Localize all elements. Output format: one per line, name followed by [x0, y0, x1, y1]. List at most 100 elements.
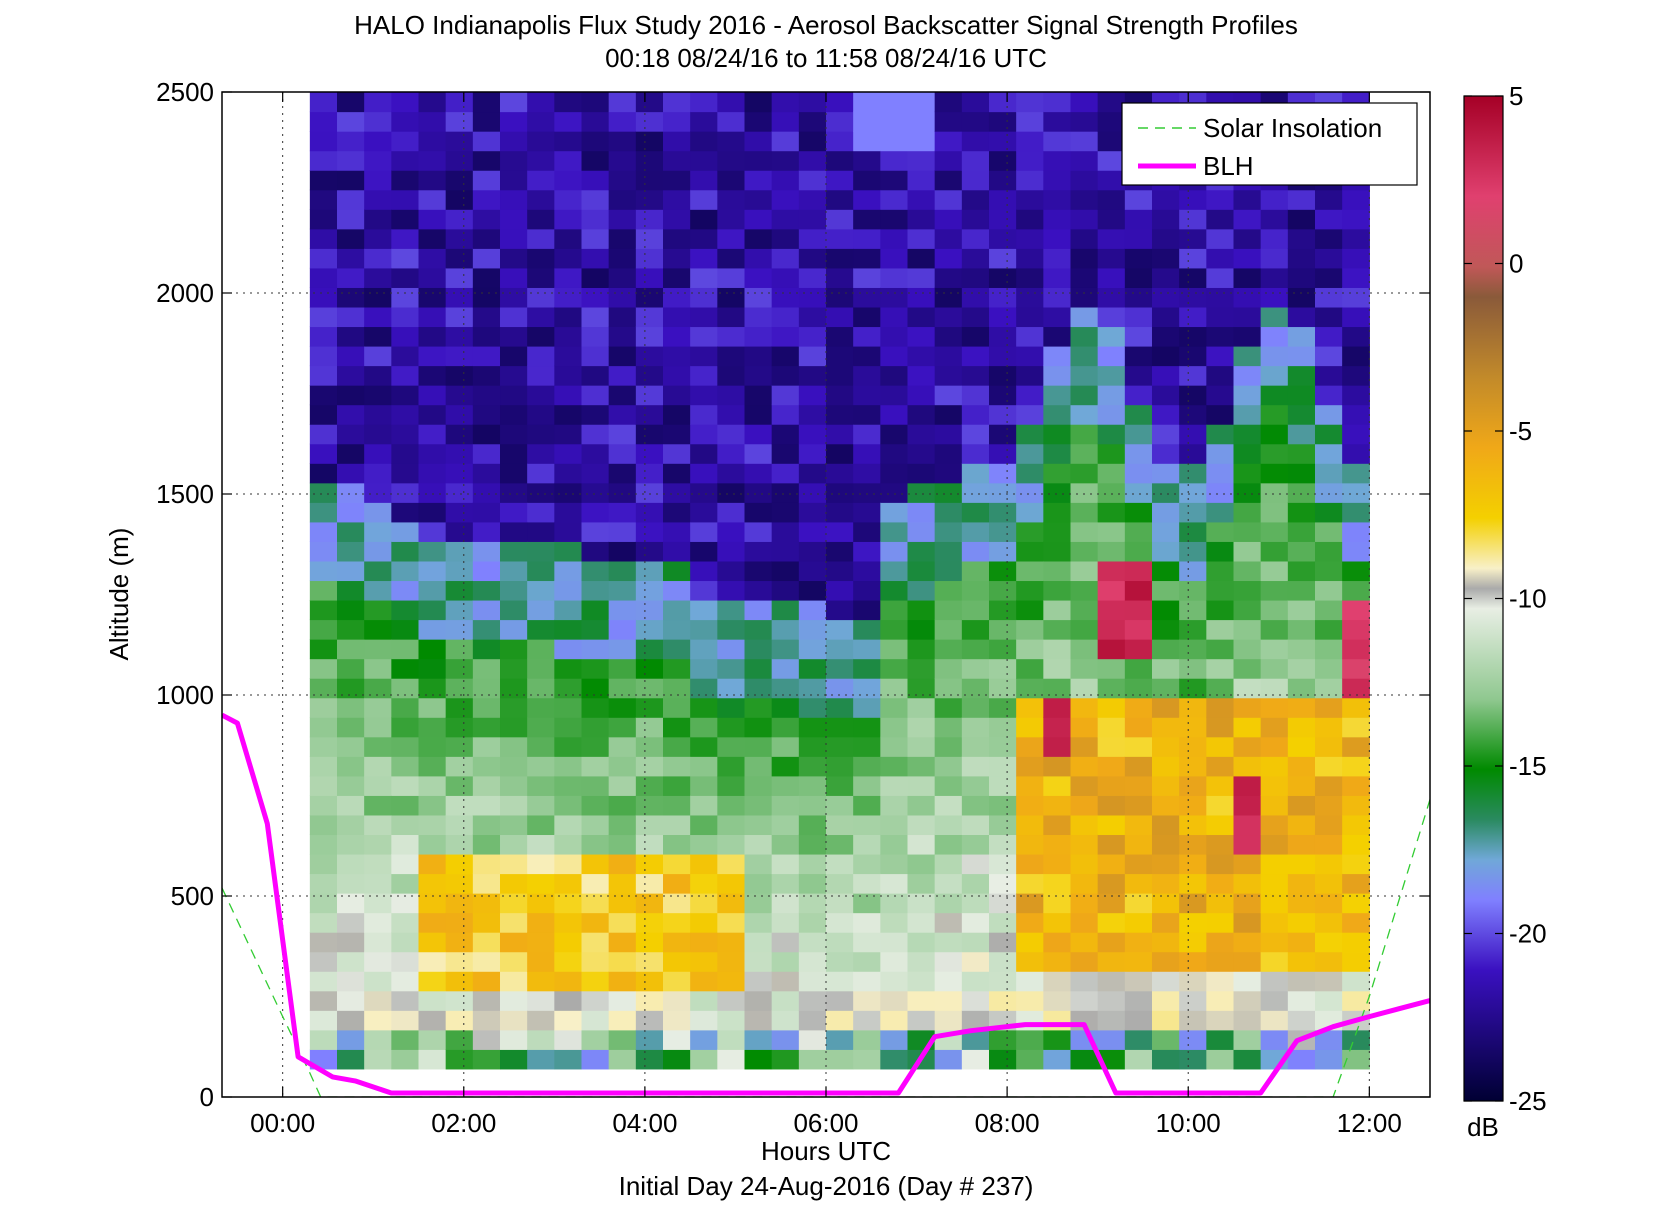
- heatmap-cell: [527, 736, 555, 757]
- heatmap-cell: [472, 170, 501, 191]
- heatmap-cell: [663, 131, 691, 152]
- heatmap-cell: [1314, 599, 1343, 621]
- heatmap-cell: [1070, 639, 1099, 660]
- heatmap-cell: [1260, 541, 1289, 562]
- heatmap-cell: [771, 150, 800, 171]
- heatmap-cell: [1260, 463, 1289, 484]
- heatmap-cell: [1043, 170, 1072, 191]
- heatmap-cell: [1233, 287, 1262, 308]
- heatmap-cell: [880, 1010, 909, 1031]
- heatmap-cell: [1097, 248, 1126, 269]
- heatmap-cell: [798, 521, 827, 542]
- heatmap-cell: [1016, 580, 1044, 601]
- heatmap-cell: [934, 248, 963, 269]
- heatmap-cell: [1233, 814, 1262, 836]
- heatmap-cell: [391, 209, 420, 230]
- heatmap-cell: [1097, 1010, 1126, 1031]
- heatmap-cell: [1342, 580, 1370, 601]
- heatmap-cell: [472, 443, 501, 464]
- heatmap-cell: [988, 639, 1017, 660]
- heatmap-cell: [1124, 795, 1153, 816]
- heatmap-cell: [1206, 463, 1235, 484]
- heatmap-cell: [1124, 580, 1153, 601]
- heatmap-cell: [581, 267, 610, 288]
- heatmap-cell: [690, 345, 718, 367]
- heatmap-cell: [744, 404, 773, 425]
- heatmap-cell: [1287, 404, 1316, 425]
- heatmap-cell: [309, 1029, 338, 1050]
- heatmap-cell: [798, 795, 827, 816]
- heatmap-cell: [1233, 717, 1262, 738]
- heatmap-cell: [337, 150, 365, 171]
- heatmap-cell: [418, 971, 447, 992]
- heatmap-cell: [1070, 170, 1099, 191]
- heatmap-cell: [309, 951, 338, 972]
- heatmap-cell: [690, 756, 718, 777]
- heatmap-cell: [1206, 639, 1235, 660]
- heatmap-cell: [744, 385, 773, 406]
- heatmap-cell: [744, 131, 773, 152]
- heatmap-cell: [907, 131, 936, 152]
- heatmap-cell: [527, 1029, 555, 1050]
- heatmap-cell: [771, 189, 800, 210]
- heatmap-cell: [1287, 912, 1316, 933]
- heatmap-cell: [880, 951, 909, 972]
- heatmap-cell: [961, 619, 990, 640]
- heatmap-cell: [880, 795, 909, 816]
- heatmap-cell: [663, 932, 691, 953]
- heatmap-cell: [1016, 619, 1044, 640]
- heatmap-cell: [1233, 990, 1262, 1011]
- heatmap-cell: [391, 853, 420, 875]
- heatmap-cell: [717, 932, 746, 953]
- heatmap-cell: [337, 248, 365, 269]
- heatmap-cell: [1070, 111, 1099, 132]
- heatmap-cell: [391, 189, 420, 210]
- heatmap-cell: [826, 599, 854, 621]
- heatmap-cell: [717, 1029, 746, 1050]
- heatmap-cell: [1342, 287, 1370, 308]
- heatmap-cell: [608, 912, 637, 933]
- heatmap-cell: [988, 443, 1017, 464]
- heatmap-cell: [826, 111, 854, 132]
- heatmap-cell: [771, 248, 800, 269]
- heatmap-cell: [608, 990, 637, 1011]
- heatmap-cell: [744, 912, 773, 933]
- heatmap-cell: [1233, 521, 1262, 542]
- heatmap-cell: [445, 795, 474, 816]
- legend: Solar Insolation BLH: [1121, 102, 1418, 186]
- heatmap-cell: [798, 678, 827, 699]
- heatmap-cell: [1233, 443, 1262, 464]
- heatmap-cell: [581, 228, 610, 249]
- heatmap-cell: [1151, 599, 1180, 621]
- heatmap-cell: [554, 443, 583, 464]
- heatmap-cell: [1342, 248, 1370, 269]
- heatmap-cell: [418, 326, 447, 347]
- heatmap-cell: [391, 1010, 420, 1031]
- heatmap-cell: [1151, 248, 1180, 269]
- heatmap-cell: [418, 697, 447, 718]
- heatmap-cell: [934, 131, 963, 152]
- heatmap-cell: [472, 990, 501, 1011]
- heatmap-cell: [527, 443, 555, 464]
- heatmap-cell: [418, 678, 447, 699]
- heatmap-cell: [853, 775, 881, 796]
- heatmap-cell: [744, 482, 773, 503]
- heatmap-cell: [608, 365, 637, 386]
- heatmap-cell: [1260, 990, 1289, 1011]
- heatmap-cell: [853, 326, 881, 347]
- heatmap-cell: [364, 443, 392, 464]
- heatmap-cell: [1233, 463, 1262, 484]
- heatmap-cell: [1124, 541, 1153, 562]
- heatmap-cell: [445, 541, 474, 562]
- heatmap-cell: [663, 951, 691, 972]
- heatmap-cell: [1124, 717, 1153, 738]
- colorbar-tick-label: -25: [1509, 1086, 1547, 1116]
- heatmap-cell: [1206, 404, 1235, 425]
- heatmap-cell: [663, 619, 691, 640]
- heatmap-cell: [1097, 678, 1126, 699]
- heatmap-cell: [798, 150, 827, 171]
- heatmap-cell: [635, 306, 664, 328]
- heatmap-cell: [472, 365, 501, 386]
- heatmap-cell: [1342, 267, 1370, 288]
